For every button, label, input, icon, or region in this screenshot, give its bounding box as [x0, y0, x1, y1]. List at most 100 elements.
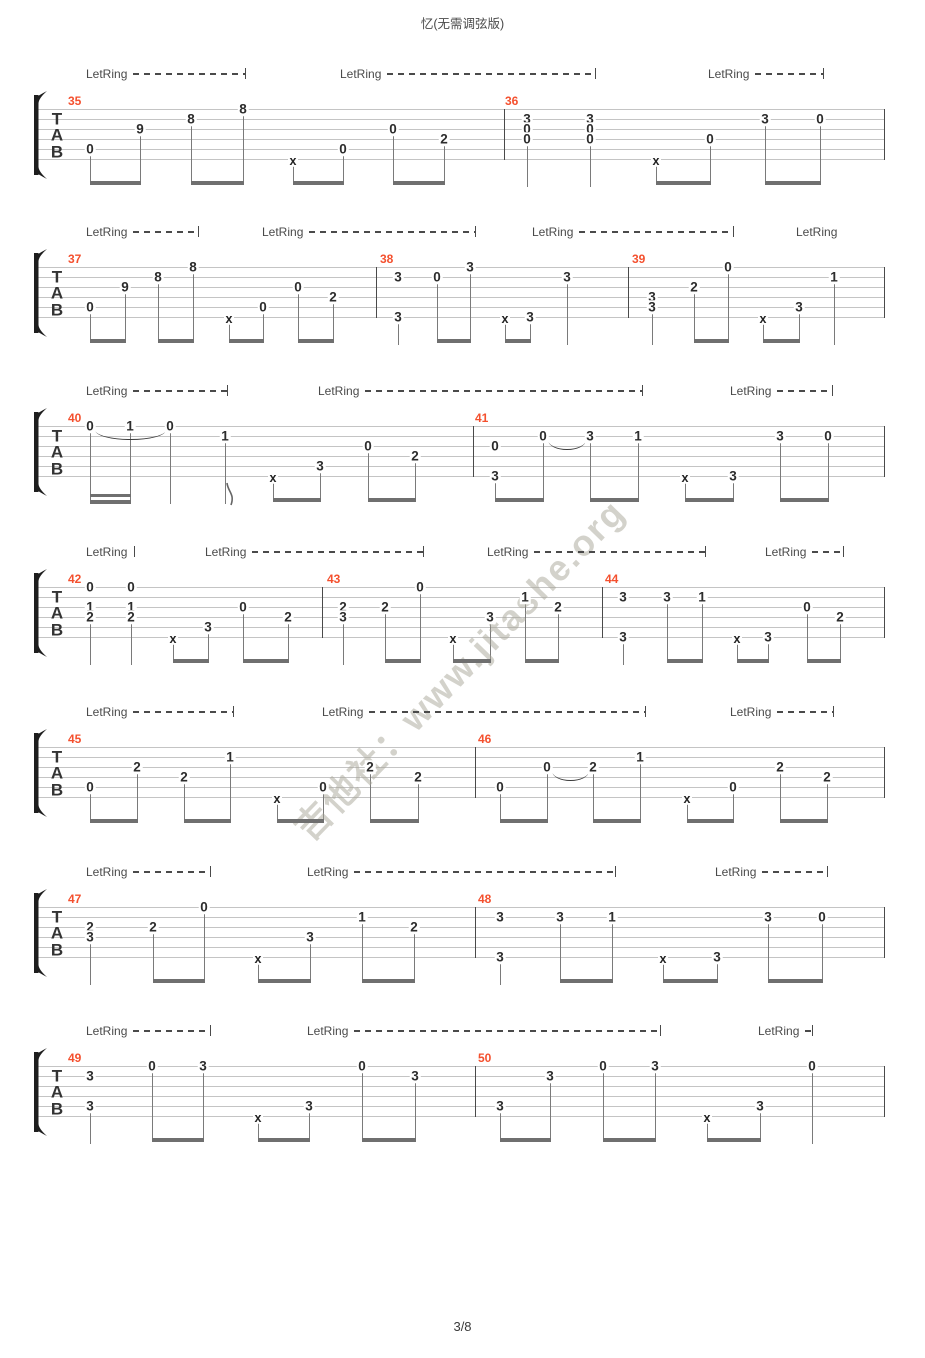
muted-note-x: x: [224, 311, 234, 326]
note-stem: [418, 782, 419, 823]
letring-label: LetRing: [86, 1024, 128, 1038]
fret-number: 3: [494, 1098, 506, 1114]
letring-dashes: [812, 551, 843, 553]
letring-label: LetRing: [708, 67, 750, 81]
fret-number: 8: [237, 101, 249, 117]
fret-number: 0: [584, 131, 596, 147]
letring-dashes: [755, 73, 823, 75]
fret-number: 3: [392, 269, 404, 285]
beam: [765, 181, 821, 185]
barline: [475, 1066, 476, 1117]
fret-number: 2: [125, 609, 137, 625]
measure-number-42: 42: [68, 572, 82, 586]
beam: [768, 979, 823, 983]
system-bracket-icon: [30, 729, 48, 822]
letring-label: LetRing: [205, 545, 247, 559]
note-stem: [527, 144, 528, 187]
note-stem: [812, 1071, 813, 1144]
letring-mark: LetRing: [86, 865, 214, 879]
letring-label: LetRing: [730, 384, 772, 398]
fret-number: 3: [392, 309, 404, 325]
letring-mark: LetRing: [307, 1024, 664, 1038]
staff-line-string-4: [35, 1096, 884, 1097]
tab-clef-letter-T: T: [51, 426, 63, 446]
beam: [370, 819, 419, 823]
fret-number: 1: [124, 418, 136, 434]
letring-mark: LetRing: [532, 225, 737, 239]
note-stem: [263, 312, 264, 343]
fret-number: 2: [84, 919, 96, 935]
note-stem: [258, 962, 259, 983]
fret-number: 3: [521, 111, 533, 127]
beam: [184, 819, 231, 823]
fret-number: 3: [494, 949, 506, 965]
measure-number-49: 49: [68, 1051, 82, 1065]
beam: [277, 819, 324, 823]
note-stem: [173, 642, 174, 663]
fret-number: 8: [152, 269, 164, 285]
letring-label: LetRing: [765, 545, 807, 559]
note-stem: [193, 272, 194, 343]
note-stem: [765, 124, 766, 185]
watermark: 吉他社：www.jitashe.org: [286, 491, 634, 849]
beam: [707, 1138, 761, 1142]
fret-number: 2: [327, 289, 339, 305]
fret-number: 0: [814, 111, 826, 127]
muted-note-x: x: [253, 1110, 263, 1125]
note-stem: [500, 962, 501, 985]
fret-number: 0: [597, 1058, 609, 1074]
measure-number-50: 50: [478, 1051, 492, 1065]
letring-dashes: [369, 711, 645, 713]
letring-mark: LetRing: [730, 384, 836, 398]
note-stem: [710, 144, 711, 185]
fret-number: 3: [84, 1068, 96, 1084]
note-stem: [490, 622, 491, 663]
fret-number: 0: [84, 141, 96, 157]
fret-number: 0: [414, 579, 426, 595]
staff-line-string-6: [35, 797, 884, 798]
fret-number: 0: [806, 1058, 818, 1074]
letring-label: LetRing: [262, 225, 304, 239]
letring-mark: LetRing: [322, 705, 649, 719]
note-stem: [547, 772, 548, 823]
staff-line-string-5: [35, 627, 884, 628]
staff-line-string-5: [35, 466, 884, 467]
note-stem: [702, 602, 703, 663]
letring-label: LetRing: [715, 865, 757, 879]
note-stem: [733, 481, 734, 502]
measure-number-47: 47: [68, 892, 82, 906]
letring-label: LetRing: [86, 67, 128, 81]
letring-label: LetRing: [86, 384, 128, 398]
note-stem: [125, 292, 126, 343]
muted-note-x: x: [732, 631, 742, 646]
beam: [505, 339, 531, 343]
note-stem: [500, 1111, 501, 1142]
staff-line-string-2: [35, 436, 884, 437]
tab-clef-letter-B: B: [50, 780, 64, 800]
letring-dashes: [354, 871, 615, 873]
staff-line-string-6: [35, 317, 884, 318]
note-stem: [208, 632, 209, 663]
fret-number: 3: [711, 949, 723, 965]
barline: [602, 587, 603, 638]
fret-number: 3: [584, 428, 596, 444]
fret-number: 2: [379, 599, 391, 615]
beam: [667, 659, 703, 663]
letring-label: LetRing: [307, 865, 349, 879]
note-stem: [558, 612, 559, 663]
note-stem: [655, 1071, 656, 1142]
fret-number: 0: [362, 438, 374, 454]
beam: [500, 1138, 551, 1142]
fret-number: 3: [304, 929, 316, 945]
fret-number: 0: [489, 438, 501, 454]
staff-line-string-5: [35, 149, 884, 150]
letring-mark: LetRing: [708, 67, 827, 81]
tab-clef-letter-A: A: [50, 763, 64, 783]
fret-number: 8: [185, 111, 197, 127]
note-stem: [288, 622, 289, 663]
tab-clef-letter-A: A: [50, 1082, 64, 1102]
letring-end-tick: [827, 866, 829, 877]
note-stem: [229, 322, 230, 343]
barline: [884, 109, 885, 160]
fret-number: 3: [202, 619, 214, 635]
